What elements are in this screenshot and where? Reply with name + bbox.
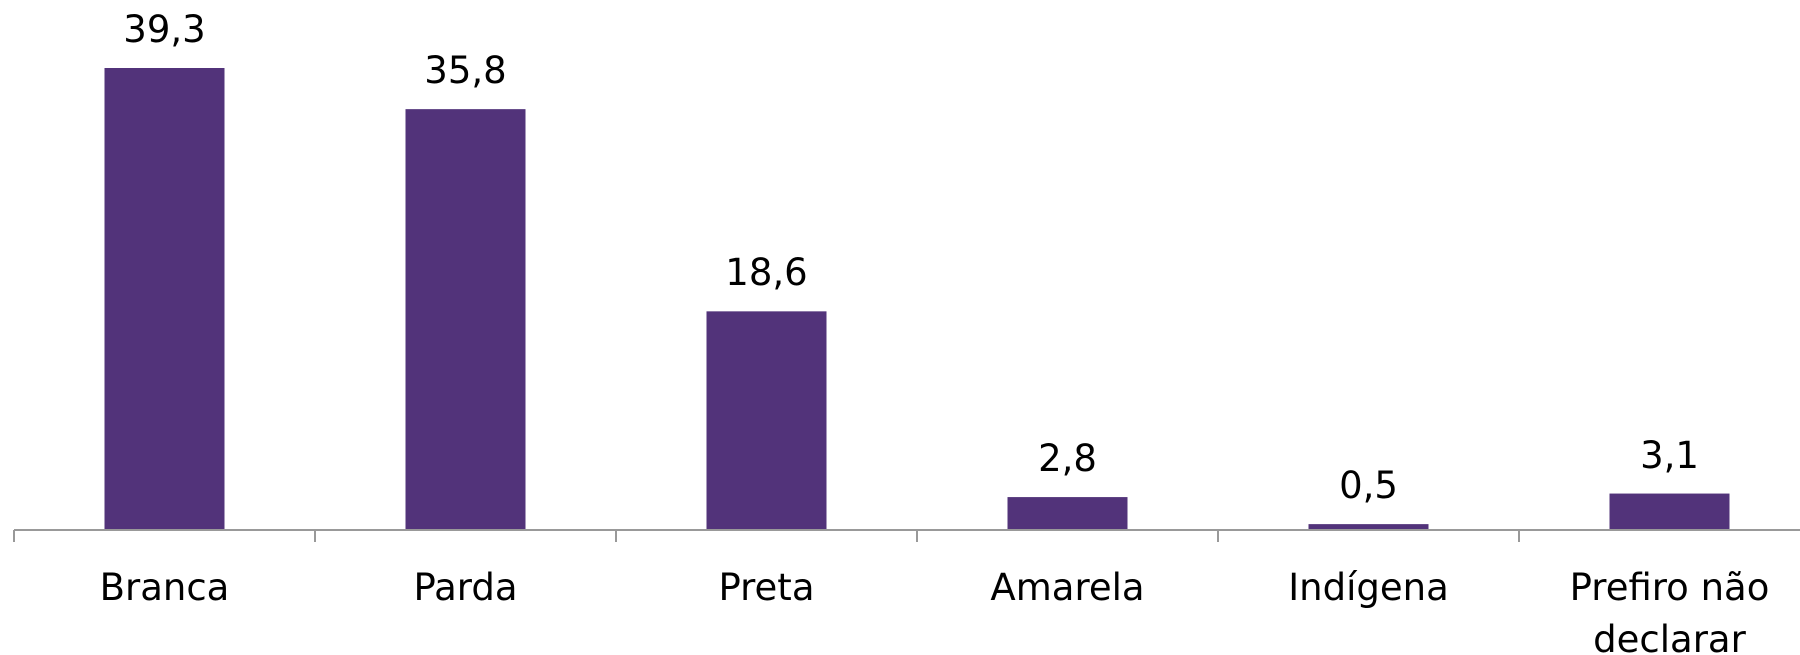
data-label: 2,8 (1038, 437, 1097, 481)
x-tick-label: Indígena (1288, 566, 1449, 609)
bar (405, 109, 526, 531)
bar (1609, 493, 1730, 530)
bar (1308, 524, 1429, 530)
bar (104, 68, 225, 530)
x-tick-label: Preta (718, 566, 815, 609)
bar (706, 311, 827, 530)
data-label: 35,8 (424, 49, 507, 93)
data-label: 0,5 (1339, 464, 1398, 508)
data-label: 3,1 (1640, 433, 1699, 477)
x-tick-label: Amarela (990, 566, 1145, 609)
x-tick-label: Branca (99, 566, 230, 609)
data-label: 18,6 (725, 251, 808, 295)
x-tick-label: Prefiro não declarar (1569, 566, 1770, 655)
x-tick-label: Parda (413, 566, 518, 609)
data-label: 39,3 (123, 8, 206, 51)
bar (1007, 497, 1128, 530)
